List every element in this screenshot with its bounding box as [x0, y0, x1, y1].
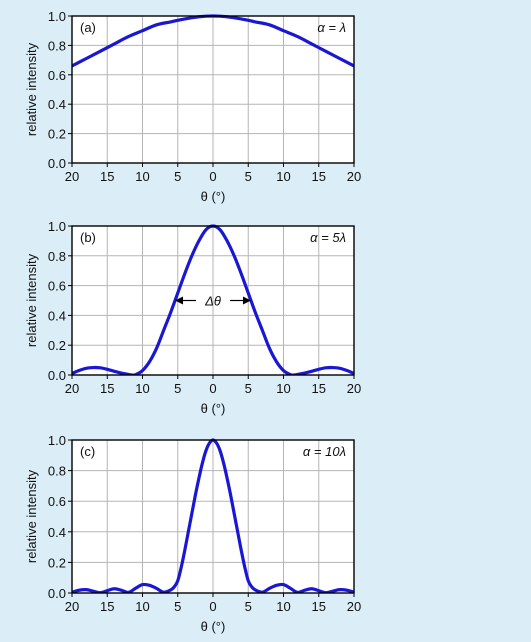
y-axis-label: relative intensity [24, 469, 39, 563]
y-tick-label: 0.6 [48, 279, 66, 294]
y-axis-label: relative intensity [24, 42, 39, 136]
x-tick-label: 0 [209, 599, 216, 614]
delta-theta-arrowhead-right [242, 296, 251, 305]
panel-a: 20 15 10 5 0 5 10 15 200.00.20.40.60.81.0θ (°)re… [24, 9, 361, 204]
y-tick-label: 0.6 [48, 494, 66, 509]
delta-theta-label: Δθ [204, 294, 221, 309]
y-tick-label: 1.0 [48, 433, 66, 448]
panel-b: 20 15 10 5 0 5 10 15 200.00.20.40.60.81.0θ (°)re… [24, 219, 361, 416]
panel-c: 20 15 10 5 0 5 10 15 200.00.20.40.60.81.0θ (°)re… [24, 433, 361, 634]
panel-label: (a) [80, 20, 96, 35]
x-tick-label: 5 [174, 381, 181, 396]
x-tick-label: 10 [276, 169, 290, 184]
alpha-label: α = 10λ [303, 444, 346, 459]
x-tick-label: 5 [174, 599, 181, 614]
x-tick-label: 15 [312, 169, 326, 184]
x-tick-label: 0 [209, 381, 216, 396]
y-axis-label: relative intensity [24, 253, 39, 347]
x-tick-label: 20 [347, 169, 361, 184]
x-tick-label: 10 [135, 599, 149, 614]
y-tick-label: 0.8 [48, 464, 66, 479]
y-tick-label: 0.4 [48, 308, 66, 323]
x-tick-label: 15 [100, 169, 114, 184]
x-tick-label: 15 [100, 381, 114, 396]
x-tick-label: 5 [174, 169, 181, 184]
y-tick-label: 0.2 [48, 127, 66, 142]
y-tick-label: 0.2 [48, 338, 66, 353]
alpha-label: α = λ [317, 20, 346, 35]
x-tick-label: 20 [347, 381, 361, 396]
y-tick-label: 0.6 [48, 68, 66, 83]
y-tick-label: 0.0 [48, 368, 66, 383]
x-tick-label: 5 [245, 599, 252, 614]
x-axis-label: θ (°) [201, 619, 226, 634]
y-tick-label: 1.0 [48, 9, 66, 24]
x-tick-label: 5 [245, 381, 252, 396]
y-tick-label: 0.8 [48, 38, 66, 53]
x-tick-label: 20 [65, 599, 79, 614]
alpha-label: α = 5λ [310, 230, 346, 245]
x-tick-label: 10 [276, 599, 290, 614]
y-tick-label: 0.4 [48, 97, 66, 112]
y-tick-label: 0.0 [48, 156, 66, 171]
panel-label: (b) [80, 230, 96, 245]
x-tick-label: 10 [135, 169, 149, 184]
delta-theta-arrowhead-left [175, 296, 184, 305]
x-tick-label: 15 [312, 381, 326, 396]
x-tick-label: 20 [65, 169, 79, 184]
x-tick-label: 5 [245, 169, 252, 184]
x-axis-label: θ (°) [201, 189, 226, 204]
y-tick-label: 1.0 [48, 219, 66, 234]
x-tick-label: 20 [347, 599, 361, 614]
panel-label: (c) [80, 444, 95, 459]
x-tick-label: 10 [135, 381, 149, 396]
y-tick-label: 0.8 [48, 249, 66, 264]
y-tick-label: 0.0 [48, 586, 66, 601]
x-tick-label: 15 [100, 599, 114, 614]
y-tick-label: 0.2 [48, 555, 66, 570]
y-tick-label: 0.4 [48, 525, 66, 540]
x-tick-label: 15 [312, 599, 326, 614]
x-tick-label: 10 [276, 381, 290, 396]
x-tick-label: 0 [209, 169, 216, 184]
x-axis-label: θ (°) [201, 401, 226, 416]
x-tick-label: 20 [65, 381, 79, 396]
